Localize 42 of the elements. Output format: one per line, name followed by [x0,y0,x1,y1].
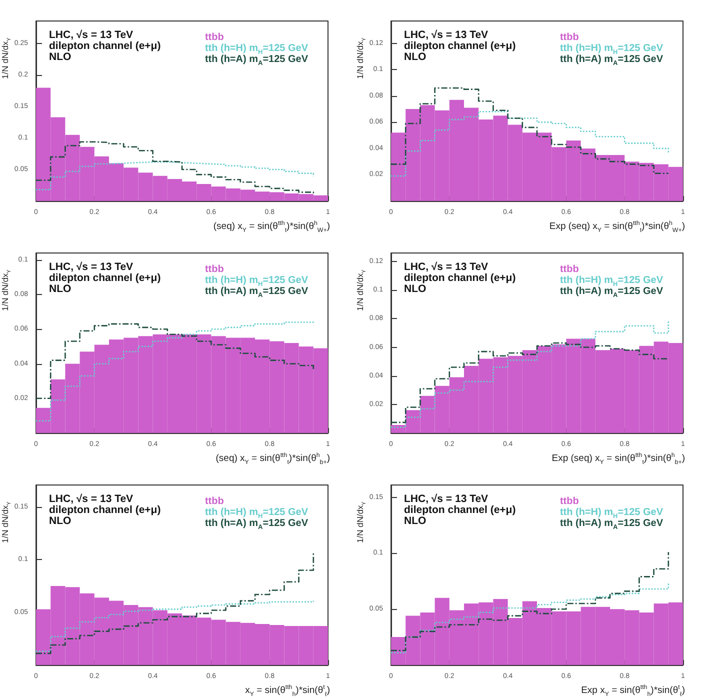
text: tth (h=A) m$_{A}$=125 GeV [204,286,308,299]
text: Exp (seq) x$_{Y}$ = sin(θ$^{tth}$$_{t}$)*sin(θ$^{h}$$_{W+}$) [549,220,685,234]
text: ttbb [560,32,580,43]
annotation: LHC, √s = 13 TeV [404,29,488,41]
text: tth (h=A) m$_{A}$=125 GeV [560,286,663,299]
text: ttbb [204,32,225,43]
text: tth (h=A) m$_{A}$=125 GeV [560,518,663,531]
annotation: LHC, √s = 13 TeV [49,29,134,41]
annotation: LHC, √s = 13 TeV [404,493,488,505]
text: Exp (seq) x$_{Y}$ = sin(θ$^{tth}$$_{t}$)*sin(θ$^{h}$$_{b+}$) [552,452,685,466]
text: tth (h=H) m$_{H}$=125 GeV [204,507,308,520]
text: Exp x$_{Y}$ = sin(θ$^{tth}$$_{h}$)*sin(θ$^{t}$$_{ℓ}$) [581,684,685,697]
annotation: LHC, √s = 13 TeV [49,493,134,505]
annotation: NLO [49,51,72,63]
text: (seq) x$_{Y}$ = sin(θ$^{tth}$$_{t}$)*sin(θ$^{h}$$_{W+}$) [213,220,330,234]
text: x$_{Y}$ = sin(θ$^{tth}$$_{h}$)*sin(θ$^{t}$$_{ℓ}$) [245,684,330,697]
text: tth (h=H) m$_{H}$=125 GeV [204,43,308,56]
annotation: dilepton channel (e+μ) [49,504,161,516]
annotation: LHC, √s = 13 TeV [49,261,134,273]
annotation: LHC, √s = 13 TeV [404,261,488,273]
annotation: dilepton channel (e+μ) [404,504,516,516]
text: ttbb [204,496,225,507]
text: tth (h=A) m$_{A}$=125 GeV [204,54,308,67]
text: ttbb [560,496,580,507]
text: (seq) x$_{Y}$ = sin(θ$^{tth}$$_{t}$)*sin(θ$^{h}$$_{b+}$) [216,452,330,466]
annotation: NLO [49,283,72,295]
text: tth (h=H) m$_{H}$=125 GeV [204,275,308,288]
text: tth (h=A) m$_{A}$=125 GeV [204,518,308,531]
annotation: NLO [404,283,426,295]
text: tth (h=A) m$_{A}$=125 GeV [560,54,663,67]
annotation: dilepton channel (e+μ) [404,40,516,52]
text: tth (h=H) m$_{H}$=125 GeV [560,507,663,520]
annotation: NLO [404,515,426,527]
annotation: NLO [49,515,72,527]
annotation: dilepton channel (e+μ) [404,272,516,284]
text: tth (h=H) m$_{H}$=125 GeV [560,43,663,56]
annotation: dilepton channel (e+μ) [49,272,161,284]
text: tth (h=H) m$_{H}$=125 GeV [560,275,663,288]
annotation: dilepton channel (e+μ) [49,40,161,52]
annotation: NLO [404,51,426,63]
text: ttbb [560,264,580,275]
text: ttbb [204,264,225,275]
